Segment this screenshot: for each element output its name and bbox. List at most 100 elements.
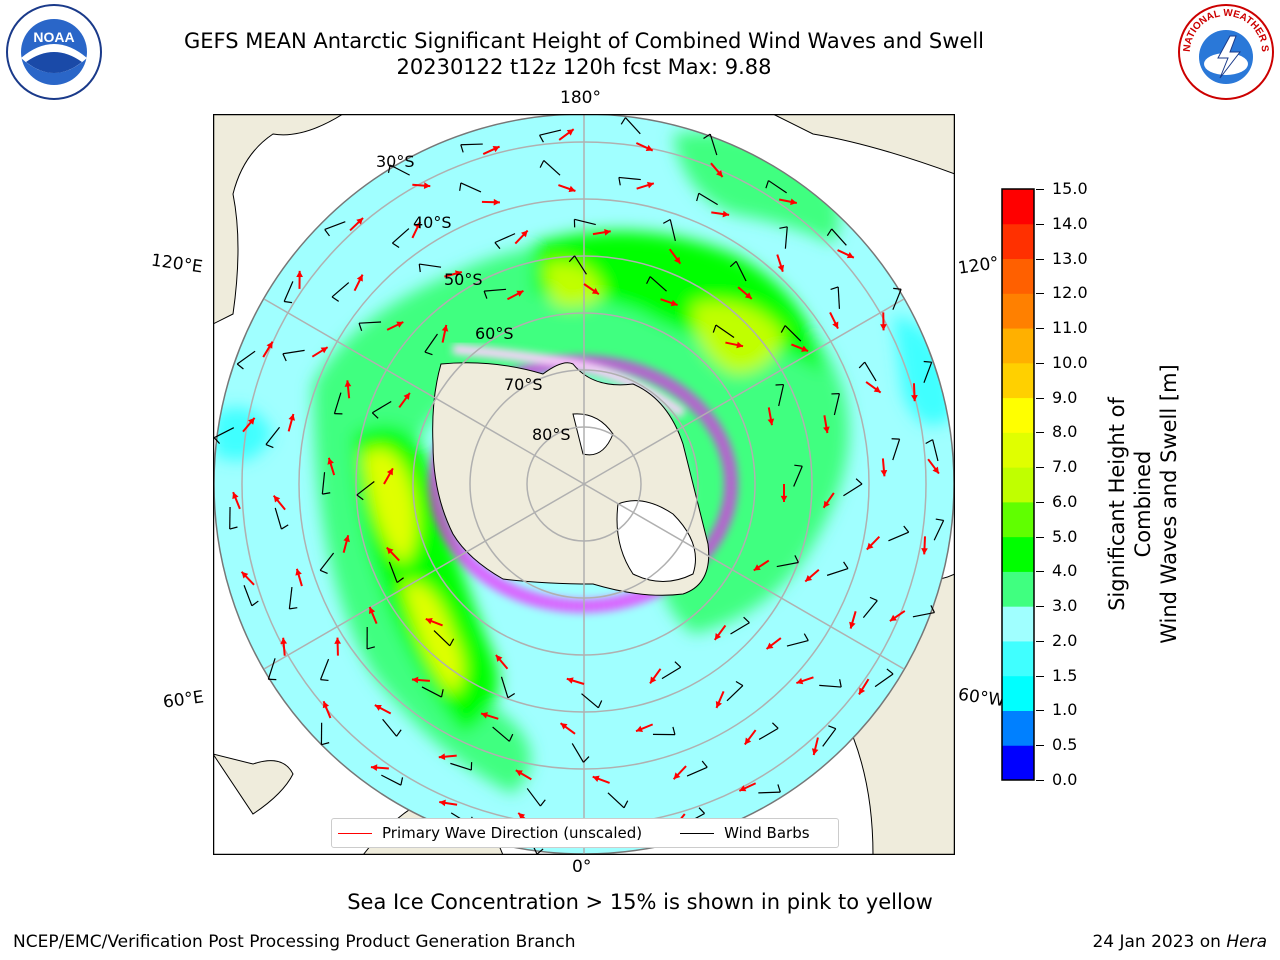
chart-subtitle: 20230122 t12z 120h fcst Max: 9.88 [396, 55, 772, 79]
lon-label-upper-right: 120° [956, 253, 1001, 279]
wind-barb [786, 633, 809, 647]
wave-arrow [296, 270, 303, 289]
wind-barb [891, 438, 901, 461]
lon-label-upper-left: 120°E [149, 250, 204, 278]
colorbar-segment [1002, 258, 1034, 294]
wave-arrow [344, 380, 352, 399]
wind-barb [703, 133, 718, 156]
wave-arrow [439, 799, 458, 807]
wave-arrow [272, 495, 286, 511]
wave-arrow [411, 221, 422, 239]
wave-arrow [383, 467, 394, 485]
wave-direction-legend-label: Primary Wave Direction (unscaled) [382, 824, 643, 842]
wave-arrow [649, 668, 662, 684]
wind-barb [892, 287, 902, 310]
wind-barb [391, 228, 410, 249]
wind-barb [526, 788, 546, 807]
chart-title: GEFS MEAN Antarctic Significant Height o… [183, 29, 985, 53]
wave-arrow [370, 764, 389, 771]
wave-arrow [791, 343, 809, 352]
wind-barb [358, 321, 382, 331]
wave-arrow [765, 637, 782, 650]
wave-arrow [353, 274, 364, 292]
wind-barb [573, 218, 596, 228]
wave-arrow [368, 606, 378, 624]
wind-barb [333, 392, 343, 415]
wave-arrow [495, 654, 509, 670]
wave-arrow [811, 737, 819, 756]
wind-barb [912, 605, 936, 618]
colorbar-tick-label: 1.5 [1052, 665, 1078, 685]
wave-direction-legend-line [338, 832, 372, 834]
lat-label-50s: 50°S [444, 270, 483, 289]
wave-arrow [322, 700, 332, 719]
wind-barb [213, 427, 235, 444]
wave-arrow [558, 128, 575, 141]
wind-barb [387, 164, 410, 176]
wind-barb [236, 350, 256, 370]
wind-barb [662, 218, 676, 242]
wind-barb [831, 393, 841, 416]
colorbar-tick-label: 4.0 [1052, 561, 1078, 581]
colorbar-segment [1002, 710, 1034, 746]
wave-arrow [441, 324, 449, 343]
wind-barb [459, 182, 482, 193]
wave-arrow [880, 312, 887, 331]
wind-barb [862, 596, 878, 619]
wind-barb [283, 281, 294, 304]
noaa-logo-text: NOAA [33, 29, 74, 45]
wind-barb [382, 718, 402, 737]
wave-arrow [334, 637, 341, 656]
colorbar-segment [1002, 293, 1034, 329]
wind-barb [758, 722, 779, 740]
wave-arrow [411, 676, 430, 684]
lon-label-bottom: 0° [572, 857, 592, 877]
wind-barb [607, 792, 629, 809]
wave-arrow [480, 712, 499, 720]
wave-arrow [672, 765, 687, 780]
wind-barb [858, 361, 877, 382]
wave-arrow [558, 184, 576, 193]
wave-arrow [635, 723, 654, 733]
wind-barb [830, 286, 841, 309]
colorbar-tick-label: 11.0 [1052, 318, 1088, 338]
wind-barb [324, 221, 346, 237]
lat-label-80s: 80°S [532, 425, 571, 444]
wave-arrow [232, 491, 241, 510]
footer-credit: NCEP/EMC/Verification Post Processing Pr… [13, 932, 576, 952]
colorbar-tick-label: 8.0 [1052, 422, 1078, 442]
colorbar-tick-label: 2.0 [1052, 630, 1078, 650]
colorbar-tick-mark [1036, 328, 1044, 330]
wind-barbs [213, 117, 945, 855]
wind-barb [424, 333, 438, 356]
wind-barb [652, 726, 676, 736]
wave-arrow [583, 283, 600, 295]
wind-barb [571, 743, 590, 763]
colorbar-tick-label: 13.0 [1052, 248, 1088, 268]
wave-arrow [780, 484, 788, 502]
wave-arrow [327, 457, 336, 476]
wave-arrow [804, 568, 820, 583]
wind-barb [779, 226, 788, 249]
wave-arrow [767, 407, 775, 426]
wave-arrow [796, 676, 814, 685]
colorbar-segment [1002, 640, 1034, 677]
colorbar-tick-mark [1036, 710, 1044, 712]
wind-barb [568, 255, 587, 275]
colorbar-tick-mark [1036, 640, 1044, 642]
wave-arrow [482, 145, 501, 155]
wind-barb [696, 192, 718, 206]
colorbar-segment [1002, 536, 1034, 572]
colorbar-tick-label: 7.0 [1052, 457, 1078, 477]
wave-arrow [262, 341, 274, 358]
wind-barb [356, 481, 375, 501]
wave-arrow [829, 311, 839, 329]
wind-barb [321, 472, 331, 495]
wind-barb [460, 143, 483, 153]
colorbar-segment [1002, 362, 1034, 399]
wind-barb [433, 630, 455, 647]
wave-arrow [506, 289, 524, 301]
colorbar-tick-mark [1036, 362, 1044, 364]
map-legend: Primary Wave Direction (unscaled) Wind B… [331, 818, 839, 848]
wind-barb-legend-line [680, 832, 715, 834]
